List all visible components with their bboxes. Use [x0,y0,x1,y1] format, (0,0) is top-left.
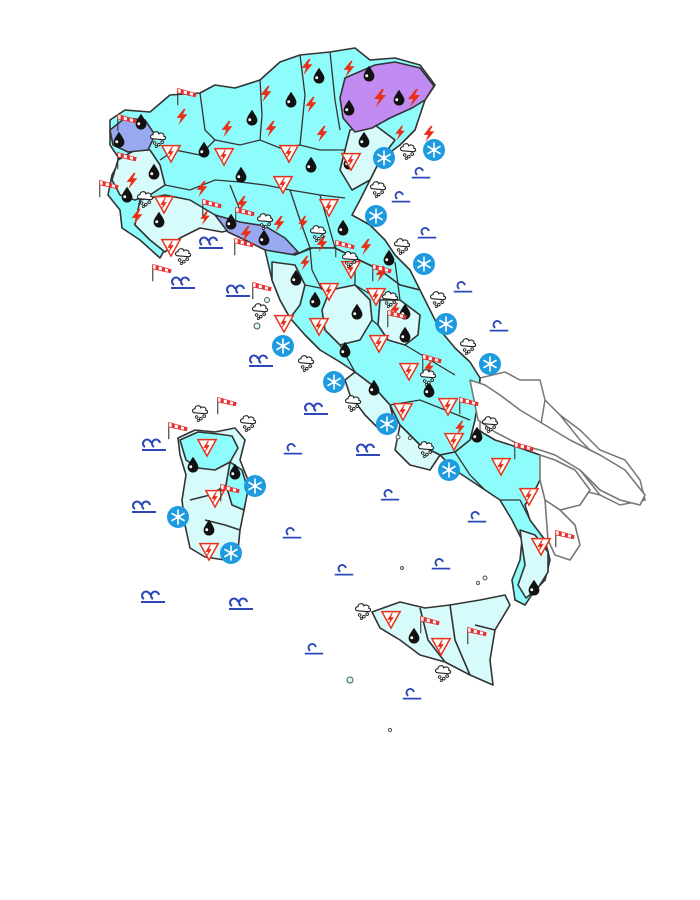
wave-icon [379,488,401,501]
snow-badge-icon [271,334,295,358]
snow-badge-icon [437,458,461,482]
hail-icon [459,338,477,355]
wave-icon [452,280,474,293]
wave-icon [170,276,196,289]
snow-badge-icon [478,352,502,376]
region-borders [159,51,531,521]
wave-icon [333,563,355,576]
windsock-icon [217,396,237,415]
wave-icon [282,442,304,455]
region-calabria-east [544,499,581,561]
wave-icon [466,510,488,523]
thunderstorm-icon [274,314,294,333]
wave-icon [281,526,303,539]
hail-icon [174,248,192,265]
wave-icon [141,438,167,451]
snow-badge-icon [434,312,458,336]
wave-icon [198,236,224,249]
windsock-icon [252,281,272,300]
wave-icon [488,319,510,332]
wave-icon [390,190,412,203]
hail-icon [251,303,269,320]
region-basilicata [539,454,591,511]
hail-icon [393,238,411,255]
snow-badge-icon [322,370,346,394]
wave-icon [131,500,157,513]
snow-badge-icon [166,505,190,529]
hail-icon [369,181,387,198]
snow-badge-icon [243,474,267,498]
snow-badge-icon [375,412,399,436]
wave-icon [225,284,251,297]
hail-icon [429,291,447,308]
snow-badge-icon [372,146,396,170]
region-friuli [339,61,435,133]
snow-badge-icon [219,541,243,565]
snow-badge-icon [364,204,388,228]
wave-icon [248,354,274,367]
hail-icon [399,143,417,160]
snow-badge-icon [412,252,436,276]
small-islands [253,297,488,733]
wave-icon [228,597,254,610]
region-umbria [321,284,373,346]
hail-icon [434,665,452,682]
hail-icon [354,603,372,620]
hail-icon [297,355,315,372]
wave-icon [303,402,329,415]
hail-icon [344,395,362,412]
wave-icon [416,226,438,239]
snow-badge-icon [422,138,446,162]
windsock-icon [152,263,172,282]
wave-icon [401,687,423,700]
wave-icon [303,642,325,655]
wave-icon [410,166,432,179]
wave-icon [430,557,452,570]
wave-icon [355,443,381,456]
hail-icon [239,415,257,432]
hail-icon [191,405,209,422]
wave-icon [140,590,166,603]
